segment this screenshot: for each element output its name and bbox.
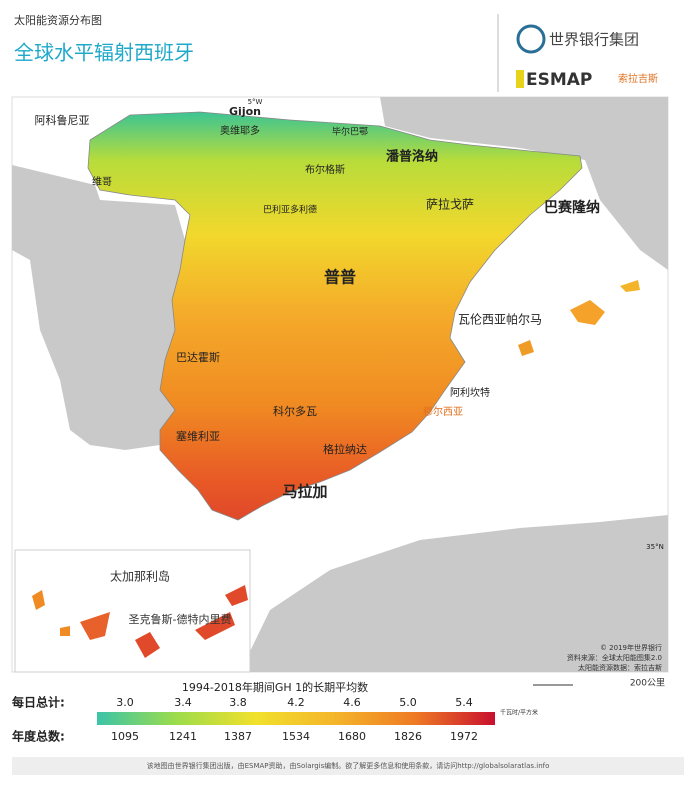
footer-bg (12, 757, 684, 775)
annual-value: 1387 (224, 730, 252, 743)
daily-value: 5.0 (399, 696, 417, 709)
inset-box (14, 549, 251, 673)
place-label: Gijon (229, 105, 261, 118)
daily-value: 4.2 (287, 696, 305, 709)
place-label: 奥维耶多 (220, 124, 260, 137)
place-label: 科尔多瓦 (273, 404, 317, 418)
island (195, 612, 235, 640)
place-label: 布尔格斯 (305, 163, 345, 176)
island (80, 612, 110, 640)
wb-logo (516, 24, 546, 54)
portugal (12, 165, 185, 450)
esmap-mark (516, 70, 524, 88)
place-label: 巴利亚多利德 (263, 204, 317, 216)
footer: 该地图由世界银行集团出版，由ESMAP资助，由Solargis编制。欲了解更多信… (147, 761, 550, 770)
annual-value: 1241 (169, 730, 197, 743)
island (225, 585, 248, 606)
partner2: 索拉吉斯 (618, 72, 658, 85)
menorca (620, 280, 640, 292)
place-label: 普普 (324, 268, 356, 287)
place-label: 马拉加 (282, 483, 327, 501)
place-label: 萨拉戈萨 (426, 197, 474, 212)
island (60, 626, 70, 636)
annual-value: 1534 (282, 730, 310, 743)
credit: © 2019年世界银行 (600, 643, 662, 652)
inset-label: 圣克鲁斯-德特内里费 (129, 612, 232, 626)
daily-value: 5.4 (455, 696, 473, 709)
daily-value: 4.6 (343, 696, 361, 709)
ibiza (518, 340, 534, 356)
africa (240, 515, 668, 672)
france (380, 97, 668, 270)
place-label: 5°W (248, 98, 263, 106)
place-label: 阿科鲁尼亚 (35, 113, 90, 127)
scale: 200公里 (630, 678, 665, 689)
spain (87, 111, 583, 521)
island (32, 590, 45, 610)
credit: 资料来源：全球太阳能图集2.0 (567, 653, 662, 662)
place-label: 巴赛隆纳 (544, 199, 600, 216)
daily-label: 每日总计: (12, 695, 65, 710)
place-label: 维哥 (92, 175, 112, 188)
place-label: 毕尔巴鄂 (332, 126, 368, 138)
daily-value: 3.4 (174, 696, 192, 709)
place-label: 潘普洛纳 (386, 149, 438, 165)
legend-title: 1994-2018年期间GH 1的长期平均数 (182, 680, 368, 694)
place-label: 35°N (646, 543, 664, 551)
subtitle: 太阳能资源分布图 (14, 13, 102, 27)
annual-value: 1680 (338, 730, 366, 743)
inset-title: 太加那利岛 (110, 569, 170, 584)
place-label: 瓦伦西亚帕尔马 (458, 312, 542, 327)
annual-value: 1095 (111, 730, 139, 743)
color-bar (97, 712, 495, 725)
mallorca (570, 300, 605, 325)
annual-value: 1826 (394, 730, 422, 743)
place-label: 塞维利亚 (176, 429, 220, 443)
place-label: 穆尔西亚 (423, 405, 463, 418)
place-label: 阿利坎特 (450, 386, 490, 399)
title: 全球水平辐射西班牙 (14, 41, 194, 65)
unit: 千瓦时/平方米 (500, 709, 538, 717)
daily-value: 3.8 (229, 696, 247, 709)
place-label: 巴达霍斯 (176, 351, 220, 364)
annual-label: 年度总数: (12, 729, 65, 744)
org: 世界银行集团 (549, 31, 639, 49)
place-label: 格拉纳达 (323, 442, 367, 456)
daily-value: 3.0 (116, 696, 134, 709)
credit: 太阳能资源数据：索拉吉斯 (578, 663, 662, 672)
annual-value: 1972 (450, 730, 478, 743)
island (135, 632, 160, 658)
partner: ESMAP (526, 70, 592, 90)
